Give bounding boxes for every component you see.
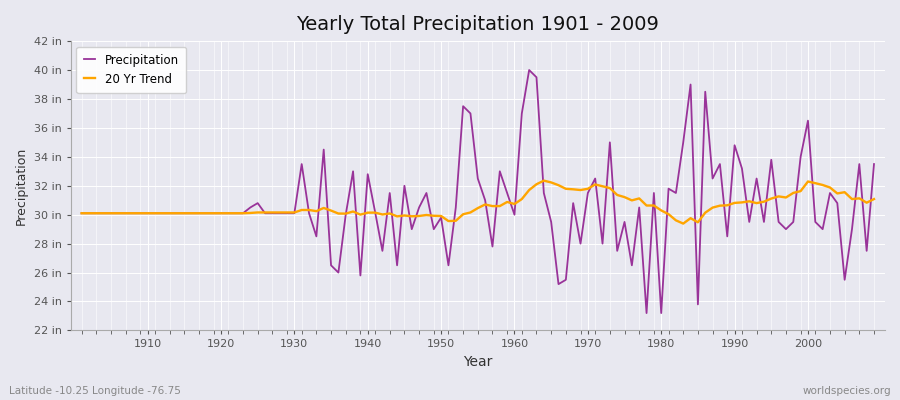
20 Yr Trend [135,211,146,216]
20 Yr Trend [509,202,520,206]
20 Yr Trend [76,211,87,216]
Precipitation [868,162,879,166]
Y-axis label: Precipitation: Precipitation [15,147,28,225]
Precipitation [501,190,512,195]
20 Yr Trend [868,197,879,202]
Precipitation [605,140,616,145]
20 Yr Trend [340,211,351,216]
20 Yr Trend [538,178,549,183]
Precipitation [296,162,307,166]
Line: 20 Yr Trend: 20 Yr Trend [82,181,874,224]
Precipitation [76,211,87,216]
Line: Precipitation: Precipitation [82,70,874,313]
Precipitation [641,311,652,316]
20 Yr Trend [296,208,307,212]
Text: worldspecies.org: worldspecies.org [803,386,891,396]
20 Yr Trend [605,186,616,190]
Text: Latitude -10.25 Longitude -76.75: Latitude -10.25 Longitude -76.75 [9,386,181,396]
20 Yr Trend [501,200,512,204]
Precipitation [135,211,146,216]
Precipitation [524,68,535,72]
20 Yr Trend [678,221,688,226]
Precipitation [509,212,520,217]
Title: Yearly Total Precipitation 1901 - 2009: Yearly Total Precipitation 1901 - 2009 [296,15,659,34]
Precipitation [340,212,351,217]
Legend: Precipitation, 20 Yr Trend: Precipitation, 20 Yr Trend [76,47,186,93]
X-axis label: Year: Year [464,355,492,369]
